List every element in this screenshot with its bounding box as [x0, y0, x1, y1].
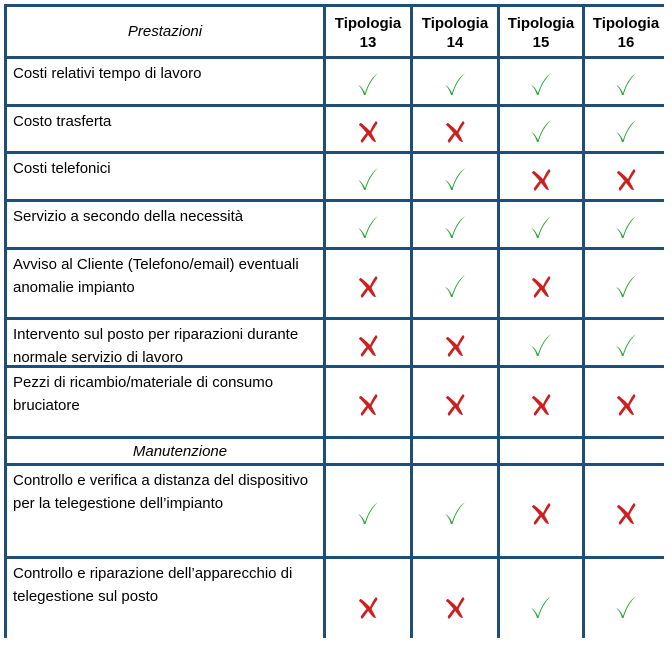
row-label: Pezzi di ricambio/materiale di consumo b… — [7, 368, 323, 436]
cross-icon — [359, 394, 378, 416]
mark-cell — [500, 202, 582, 247]
mark-cell — [585, 368, 667, 436]
check-icon — [445, 72, 465, 95]
services-table: Prestazioni Tipologia 13 Tipologia 14 Tipo… — [4, 4, 667, 650]
cross-icon — [359, 121, 378, 143]
row-label: Intervento sul posto per riparazioni dur… — [7, 320, 323, 365]
mark-cell — [500, 250, 582, 317]
header-title: Prestazioni — [7, 7, 323, 56]
cross-icon — [446, 121, 465, 143]
mark-cell — [585, 559, 667, 650]
check-icon — [358, 167, 378, 190]
mark-cell — [326, 368, 410, 436]
check-icon — [445, 167, 465, 190]
row-label: Costi relativi tempo di lavoro — [7, 59, 323, 104]
check-icon — [616, 72, 636, 95]
mark-cell — [500, 559, 582, 650]
mark-cell — [413, 559, 497, 650]
check-icon — [445, 502, 465, 524]
cross-icon — [617, 394, 636, 416]
header-tipologia-15: Tipologia 15 — [500, 7, 582, 56]
mark-cell — [585, 466, 667, 556]
cross-icon — [446, 334, 465, 357]
empty-cell — [326, 439, 410, 463]
mark-cell — [585, 107, 667, 151]
header-tipologia-14: Tipologia 14 — [413, 7, 497, 56]
mark-cell — [413, 59, 497, 104]
check-icon — [358, 72, 378, 95]
mark-cell — [326, 320, 410, 365]
check-icon — [616, 333, 636, 356]
check-icon — [358, 502, 378, 524]
check-icon — [531, 120, 551, 142]
mark-cell — [585, 202, 667, 247]
check-icon — [531, 595, 551, 618]
empty-cell — [413, 439, 497, 463]
cross-icon — [359, 596, 378, 619]
mark-cell — [500, 107, 582, 151]
mark-cell — [585, 320, 667, 365]
mark-cell — [326, 466, 410, 556]
check-icon — [616, 120, 636, 142]
mark-cell — [326, 59, 410, 104]
mark-cell — [585, 59, 667, 104]
empty-cell — [585, 439, 667, 463]
mark-cell — [326, 107, 410, 151]
mark-cell — [500, 320, 582, 365]
mark-cell — [413, 368, 497, 436]
cross-icon — [532, 168, 551, 191]
cross-icon — [359, 275, 378, 298]
cross-icon — [446, 394, 465, 416]
check-icon — [616, 595, 636, 618]
row-label: Controllo e verifica a distanza del disp… — [7, 466, 323, 556]
check-icon — [531, 215, 551, 238]
check-icon — [445, 215, 465, 238]
cross-icon — [532, 394, 551, 416]
mark-cell — [326, 154, 410, 199]
cross-icon — [617, 168, 636, 191]
mark-cell — [500, 466, 582, 556]
mark-cell — [413, 466, 497, 556]
cross-icon — [532, 275, 551, 298]
mark-cell — [585, 154, 667, 199]
row-label: Costo trasferta — [7, 107, 323, 151]
mark-cell — [326, 202, 410, 247]
cross-icon — [359, 334, 378, 357]
row-label: Controllo e riparazione dell’apparecchio… — [7, 559, 323, 650]
mark-cell — [413, 250, 497, 317]
mark-cell — [326, 559, 410, 650]
mark-cell — [413, 320, 497, 365]
mark-cell — [500, 59, 582, 104]
mark-cell — [326, 250, 410, 317]
mark-cell — [585, 250, 667, 317]
empty-cell — [500, 439, 582, 463]
mark-cell — [413, 202, 497, 247]
header-tipologia-13: Tipologia 13 — [326, 7, 410, 56]
check-icon — [531, 333, 551, 356]
mark-cell — [500, 154, 582, 199]
cross-icon — [617, 503, 636, 525]
cross-icon — [446, 596, 465, 619]
check-icon — [358, 215, 378, 238]
check-icon — [616, 215, 636, 238]
check-icon — [531, 72, 551, 95]
header-tipologia-16: Tipologia 16 — [585, 7, 667, 56]
cross-icon — [532, 503, 551, 525]
check-icon — [616, 274, 636, 297]
mark-cell — [500, 368, 582, 436]
row-label: Avviso al Cliente (Telefono/email) event… — [7, 250, 323, 317]
mark-cell — [413, 107, 497, 151]
mark-cell — [413, 154, 497, 199]
row-label: Costi telefonici — [7, 154, 323, 199]
row-label: Servizio a secondo della necessità — [7, 202, 323, 247]
check-icon — [445, 274, 465, 297]
section-title: Manutenzione — [7, 439, 323, 463]
